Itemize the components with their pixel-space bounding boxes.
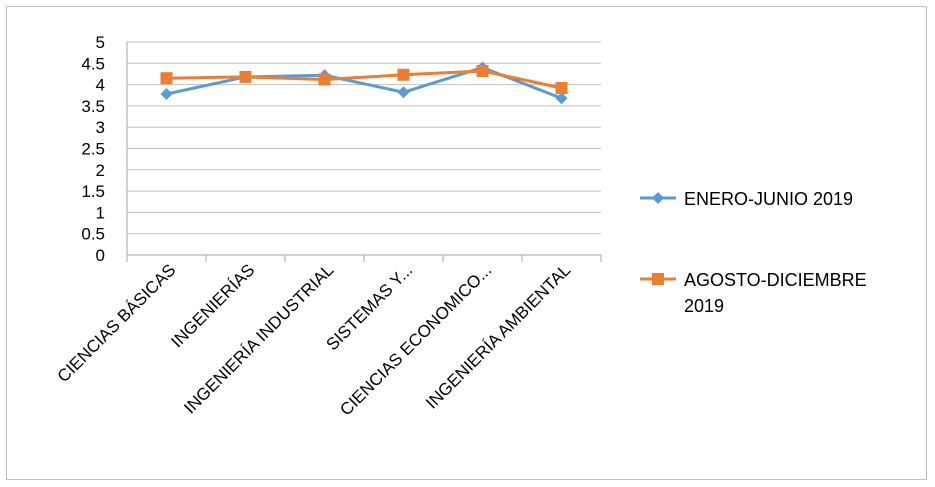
legend-label: AGOSTO-DICIEMBRE xyxy=(684,270,867,290)
legend-marker xyxy=(652,192,664,204)
x-tick-label: INGENIERÍA INDUSTRIAL xyxy=(180,260,337,417)
y-tick-label: 3 xyxy=(96,118,105,137)
y-tick-label: 1 xyxy=(96,203,105,222)
y-tick-label: 0 xyxy=(96,246,105,265)
axes xyxy=(126,42,602,262)
series-line xyxy=(166,69,562,90)
legend-label: ENERO-JUNIO 2019 xyxy=(684,189,853,209)
data-point xyxy=(318,73,331,86)
x-tick-label: CIENCIAS BÁSICAS xyxy=(54,260,180,386)
y-tick-label: 2 xyxy=(96,161,105,180)
data-point xyxy=(160,72,173,85)
series-1 xyxy=(160,61,568,105)
y-tick-label: 1.5 xyxy=(81,182,105,201)
y-tick-label: 2.5 xyxy=(81,140,105,159)
series-2 xyxy=(160,64,568,95)
legend-entry: ENERO-JUNIO 2019 xyxy=(640,189,853,209)
data-point xyxy=(397,68,410,81)
series-layer xyxy=(160,61,568,105)
data-point xyxy=(239,70,252,83)
y-tick-label: 0.5 xyxy=(81,225,105,244)
data-point xyxy=(555,82,568,95)
y-tick-label: 3.5 xyxy=(81,97,105,116)
y-tick-labels: 0 0.5 1 1.5 2 2.5 3 3.5 4 4.5 5 xyxy=(81,33,105,265)
legend-marker xyxy=(652,273,664,285)
y-tick-label: 5 xyxy=(96,33,105,52)
data-point xyxy=(476,64,489,77)
legend-label: 2019 xyxy=(684,296,724,316)
legend: ENERO-JUNIO 2019 AGOSTO-DICIEMBRE 2019 xyxy=(640,189,867,316)
y-tick-label: 4.5 xyxy=(81,54,105,73)
x-tick-label: INGENIERÍAS xyxy=(167,260,258,351)
x-tick-label: CIENCIAS ECONOMICO... xyxy=(336,260,495,419)
legend-entry: AGOSTO-DICIEMBRE 2019 xyxy=(640,270,867,316)
data-point xyxy=(555,92,568,105)
data-point xyxy=(397,86,410,99)
series-line xyxy=(166,66,563,100)
x-tick-label: INGENIERÍA AMBIENTAL xyxy=(422,260,574,412)
gridlines xyxy=(127,41,601,235)
y-tick-label: 4 xyxy=(96,76,105,95)
data-point xyxy=(160,87,173,100)
